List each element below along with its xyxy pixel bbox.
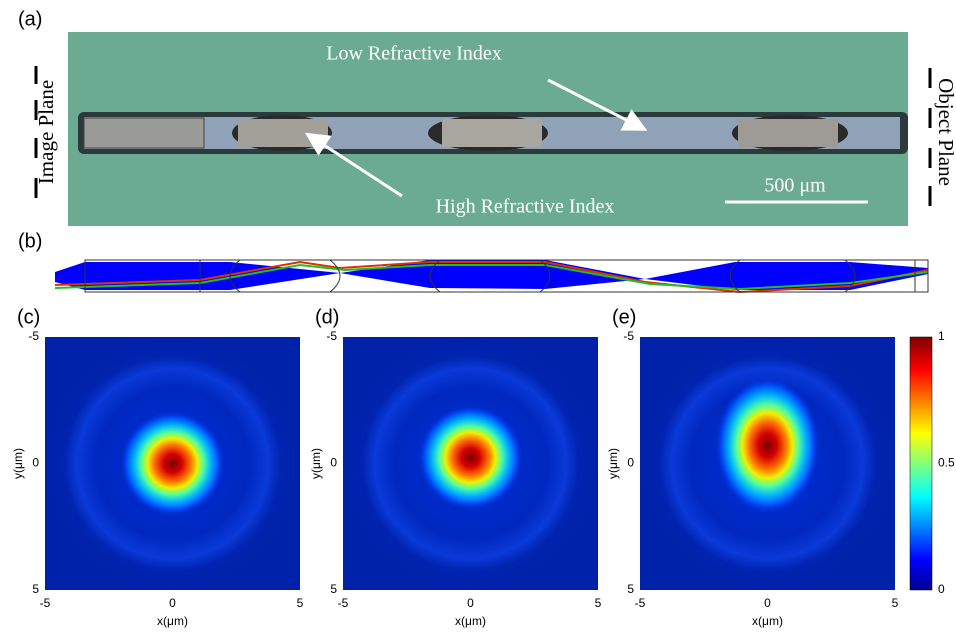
y-tick-label: 0 [32,456,39,470]
intensity-spot [419,406,523,510]
scale-bar-label: 500 μm [764,175,826,197]
x-tick-label: 0 [764,596,771,610]
colorbar [910,337,932,590]
y-tick-label: -5 [326,329,337,343]
colorbar-tick-label: 0.5 [938,456,955,470]
y-tick-label: 5 [627,582,634,596]
side-label: Image Plane [34,80,58,184]
colorbar-tick-label: 1 [938,329,945,343]
panel-label: (a) [18,8,42,30]
y-axis-label: y(μm) [309,448,323,479]
colorbar-tick-label: 0 [938,582,945,596]
intensity-spot [716,378,820,514]
device [78,112,908,154]
y-tick-label: 0 [330,456,337,470]
x-tick-label: -5 [338,596,349,610]
x-axis-label: x(μm) [157,614,188,628]
y-tick-label: 5 [32,582,39,596]
side-label: Object Plane [934,78,956,186]
x-tick-label: 5 [595,596,602,610]
x-tick-label: -5 [635,596,646,610]
figure: (a) Low Refractive Index High Refractive… [0,0,956,635]
y-tick-label: 0 [627,456,634,470]
annotation: Low Refractive Index [326,43,501,65]
x-axis-label: x(μm) [752,614,783,628]
x-tick-label: 5 [892,596,899,610]
x-tick-label: 0 [467,596,474,610]
page: {"panel_a": {"label": "(a)", "upper_anno… [0,0,956,635]
x-tick-label: -5 [40,596,51,610]
panel-label: (c) [17,306,40,328]
y-tick-label: -5 [623,329,634,343]
y-axis-label: y(μm) [606,448,620,479]
panel-label: (e) [612,306,636,328]
panel-label: (d) [315,306,339,328]
x-tick-label: 5 [297,596,304,610]
panel-label: (b) [18,230,42,252]
x-axis-label: x(μm) [455,614,486,628]
y-tick-label: 5 [330,582,337,596]
intensity-spot [121,412,225,516]
ray-diagram [55,260,928,292]
y-tick-label: -5 [28,329,39,343]
y-axis-label: y(μm) [11,448,25,479]
x-tick-label: 0 [169,596,176,610]
annotation: High Refractive Index [436,196,615,218]
